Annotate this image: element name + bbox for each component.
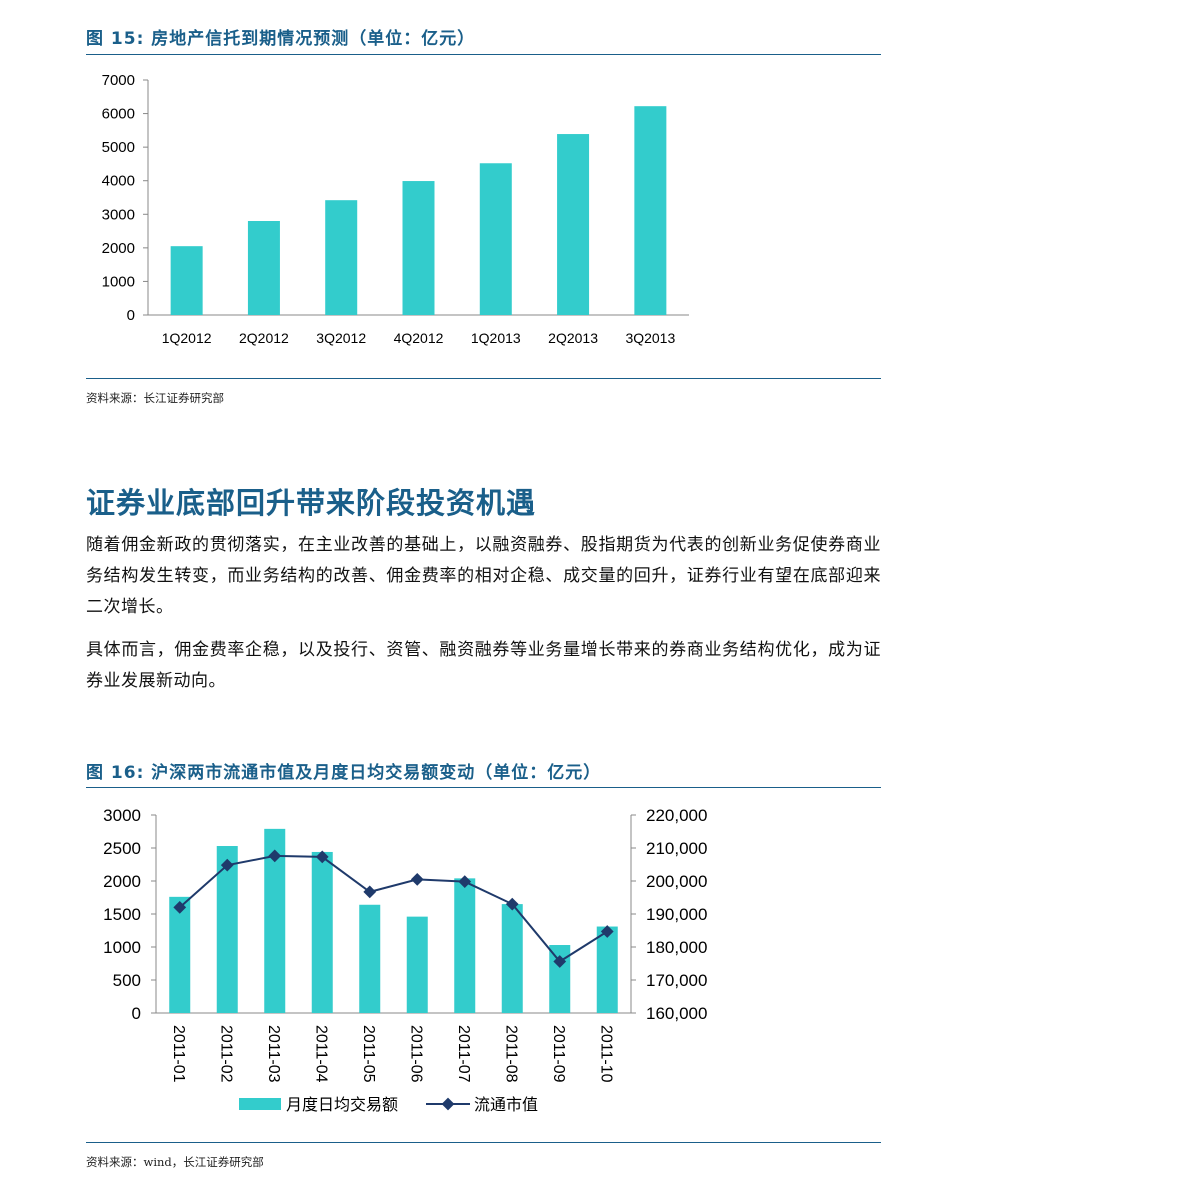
figure16-source: 资料来源：wind，长江证券研究部 xyxy=(86,1155,264,1169)
left-tick-label: 2000 xyxy=(103,872,141,891)
x-tick-label: 1Q2013 xyxy=(471,330,521,346)
figure15-title: 图 15: 房地产信托到期情况预测（单位：亿元） xyxy=(86,29,476,49)
figure15-top-rule xyxy=(86,54,881,55)
figure15-chart: 0 1000 2000 3000 4000 5000 6000 7000 1Q2012 2Q201… xyxy=(102,72,689,346)
right-tick-label: 160,000 xyxy=(646,1004,707,1023)
line-point xyxy=(220,858,234,872)
bar xyxy=(216,846,238,1013)
right-tick-label: 190,000 xyxy=(646,905,707,924)
line-point xyxy=(173,901,187,914)
x-tick-label: 4Q2012 xyxy=(394,330,444,346)
bar xyxy=(247,221,280,315)
figure16-title: 图 16: 沪深两市流通市值及月度日均交易额变动（单位：亿元） xyxy=(86,763,602,783)
right-tick-label: 170,000 xyxy=(646,971,707,990)
left-tick-label: 0 xyxy=(132,1004,141,1023)
y-tick-label: 0 xyxy=(127,307,135,324)
bar xyxy=(596,926,618,1013)
section-heading: 证券业底部回升带来阶段投资机遇 xyxy=(86,486,537,520)
y-tick-label: 1000 xyxy=(102,273,135,290)
bar xyxy=(454,878,476,1013)
y-tick-label: 6000 xyxy=(102,106,135,123)
figure16-top-rule xyxy=(86,787,881,788)
y-tick-label: 5000 xyxy=(102,139,135,156)
bar xyxy=(406,916,428,1013)
right-tick-label: 180,000 xyxy=(646,938,707,957)
bar xyxy=(501,904,523,1013)
section-paragraph-2: 具体而言，佣金费率企稳，以及投行、资管、融资融券等业务量增长带来的券商业务结构优… xyxy=(86,640,881,691)
legend-label-line: 流通市值 xyxy=(474,1096,538,1114)
right-tick-label: 220,000 xyxy=(646,806,707,825)
left-tick-label: 1000 xyxy=(103,938,141,957)
left-tick-label: 1500 xyxy=(103,905,141,924)
bar xyxy=(264,828,286,1013)
x-tick-label: 2011-01 xyxy=(170,1025,187,1083)
x-tick-label: 2011-05 xyxy=(360,1025,377,1083)
x-tick-label: 2011-04 xyxy=(312,1025,329,1083)
bar xyxy=(170,246,203,315)
x-tick-label: 2Q2013 xyxy=(548,330,598,346)
right-tick-label: 200,000 xyxy=(646,872,707,891)
x-tick-label: 2011-08 xyxy=(502,1025,519,1083)
bar xyxy=(634,106,667,315)
line-point xyxy=(410,872,424,886)
x-tick-label: 2011-10 xyxy=(597,1025,614,1083)
left-tick-label: 500 xyxy=(113,971,141,990)
bar xyxy=(169,896,191,1013)
bar xyxy=(557,134,590,315)
x-tick-label: 2011-03 xyxy=(265,1025,282,1083)
figure15-bottom-rule xyxy=(86,378,881,379)
section-paragraph-1: 随着佣金新政的贯彻落实，在主业改善的基础上，以融资融券、股指期货为代表的创新业务… xyxy=(86,535,881,617)
legend-swatch-bar xyxy=(239,1098,281,1110)
x-tick-label: 2011-02 xyxy=(217,1025,234,1083)
figure16-bottom-rule xyxy=(86,1142,881,1143)
y-tick-label: 4000 xyxy=(102,173,135,190)
left-tick-label: 3000 xyxy=(103,806,141,825)
bar xyxy=(325,200,358,315)
bar xyxy=(359,904,381,1013)
bar xyxy=(479,163,512,315)
x-tick-label: 2011-09 xyxy=(550,1025,567,1083)
y-tick-label: 7000 xyxy=(102,72,135,89)
x-tick-label: 2Q2012 xyxy=(239,330,289,346)
line-point xyxy=(458,875,472,889)
x-tick-label: 3Q2012 xyxy=(316,330,366,346)
x-tick-label: 1Q2012 xyxy=(162,330,212,346)
legend-swatch-marker xyxy=(441,1097,455,1111)
figure15-source: 资料来源：长江证券研究部 xyxy=(86,391,224,405)
bar xyxy=(311,851,333,1013)
x-tick-label: 2011-06 xyxy=(407,1025,424,1083)
left-tick-label: 2500 xyxy=(103,839,141,858)
y-tick-label: 3000 xyxy=(102,206,135,223)
line-point xyxy=(315,850,329,864)
y-tick-label: 2000 xyxy=(102,240,135,257)
right-tick-label: 210,000 xyxy=(646,839,707,858)
bar xyxy=(402,181,435,315)
x-tick-label: 3Q2013 xyxy=(625,330,675,346)
figure16-chart: 0 500 1000 1500 2000 2500 3000 160,000 170,000 18… xyxy=(103,806,707,1114)
legend-label-bar: 月度日均交易额 xyxy=(286,1096,398,1114)
x-tick-label: 2011-07 xyxy=(455,1025,472,1083)
market-value-line xyxy=(179,854,608,963)
